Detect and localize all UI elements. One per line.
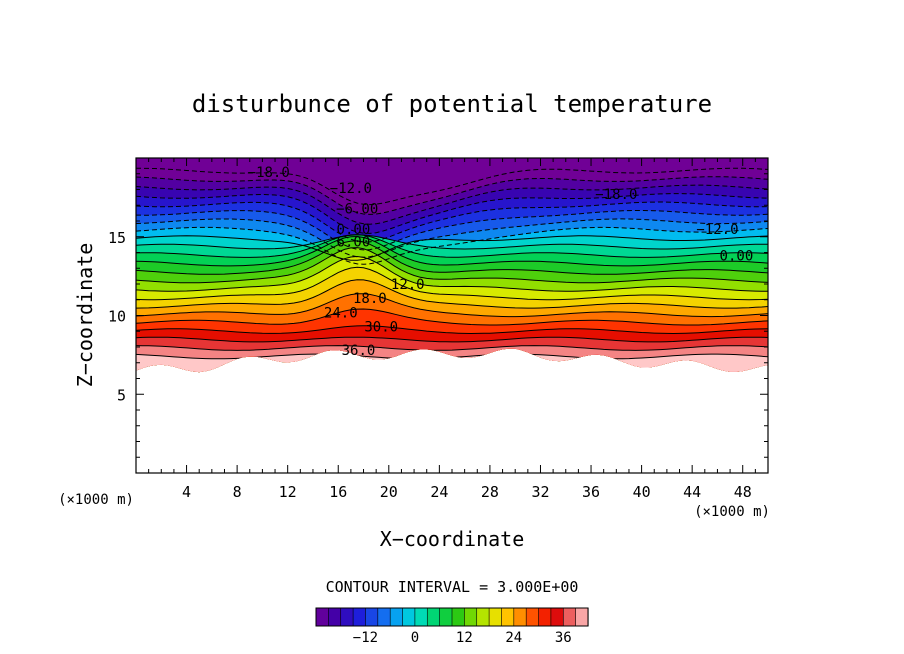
contour-label: 24.0: [324, 305, 358, 321]
color-band: [136, 354, 768, 373]
contour-label: 12.0: [391, 277, 425, 293]
contour-line: [136, 218, 768, 258]
contour-line: [136, 293, 768, 318]
x-tick-label: 48: [734, 483, 752, 501]
colorbar-cell: [340, 607, 354, 627]
x-tick-label: 8: [233, 483, 242, 501]
colorbar-cell: [389, 607, 404, 627]
x-axis-ticks: 4 8 12 16 20 24 28 32 36 40 44 48: [135, 158, 769, 501]
colorbar-cell: [538, 607, 552, 627]
contour-label: 30.0: [364, 320, 398, 336]
colorbar-cell: [377, 607, 391, 627]
contour-line: [136, 325, 768, 335]
colorbar-frame: [315, 607, 589, 627]
contour-line: [136, 266, 768, 301]
x-tick-label: 28: [481, 483, 499, 501]
color-band: [136, 345, 768, 373]
colorbar-cell: [550, 607, 564, 627]
contour-label: 18.0: [353, 291, 387, 307]
contour-line: [136, 255, 768, 292]
contour-label: 36.0: [342, 343, 376, 359]
colorbar: −12 0 12 24 36: [315, 607, 589, 646]
color-band: [136, 247, 768, 373]
contour-label: 0.00: [720, 249, 754, 265]
colorbar-cell: [525, 607, 540, 627]
contour-line: [136, 201, 768, 243]
x-axis-label: X−coordinate: [380, 527, 525, 551]
color-band: [136, 279, 768, 373]
potential-temperature-field: [136, 158, 768, 373]
contour-interval-text: CONTOUR INTERVAL = 3.000E+00: [326, 578, 579, 596]
contour-line: [136, 240, 768, 275]
contour-label: 6.00: [337, 234, 371, 250]
colorbar-tick-label: 12: [456, 630, 473, 646]
colorbar-cell: [501, 607, 515, 627]
contour-line: [136, 279, 768, 309]
contour-line: [136, 235, 768, 267]
colorbar-cell: [562, 607, 577, 627]
x-tick-label: 44: [683, 483, 701, 501]
colorbar-cell: [488, 607, 503, 627]
x-unit-left: (×1000 m): [58, 492, 134, 508]
colorbar-cell: [328, 607, 342, 627]
contour-line: [136, 167, 768, 206]
contour-line: [136, 308, 768, 326]
x-tick-label: 12: [279, 483, 297, 501]
x-tick-label: 40: [633, 483, 651, 501]
colorbar-tick-label: 36: [555, 630, 572, 646]
contour-line: [136, 193, 768, 234]
colorbar-tick-label: 24: [505, 630, 522, 646]
contour-line: [136, 226, 768, 265]
y-tick-label: 10: [108, 308, 126, 326]
x-tick-label: 16: [329, 483, 347, 501]
color-band: [136, 267, 768, 373]
contour-line: [136, 247, 768, 284]
contour-line: [136, 345, 768, 351]
contour-label: −12.0: [330, 181, 372, 197]
colorbar-cell: [464, 607, 478, 627]
colorbar-cell: [439, 607, 453, 627]
x-tick-label: 20: [380, 483, 398, 501]
contour-label: −18.0: [248, 165, 290, 181]
colorbar-tick-label: 0: [411, 630, 419, 646]
x-tick-label: 4: [182, 483, 191, 501]
contour-line: [136, 235, 768, 261]
x-tick-label: 36: [582, 483, 600, 501]
contour-line: [136, 176, 768, 215]
contour-labels: −18.0−12.0−6.000.006.00−18.0−12.00.0012.…: [248, 165, 754, 359]
contour-label: −18.0: [595, 187, 637, 203]
contour-line: [136, 234, 768, 258]
contour-lines: [136, 167, 768, 360]
colorbar-cell: [414, 607, 428, 627]
x-unit-right: (×1000 m): [694, 504, 770, 520]
colorbar-cell: [426, 607, 441, 627]
contour-label: 0.00: [337, 222, 371, 238]
contour-line: [136, 210, 768, 251]
x-tick-label: 24: [430, 483, 448, 501]
colorbar-tick-label: −12: [353, 630, 378, 646]
contour-line: [136, 184, 768, 225]
colorbar-cell: [402, 607, 416, 627]
colorbar-cell: [513, 607, 527, 627]
contour-label: −12.0: [696, 222, 738, 238]
color-band: [136, 256, 768, 373]
chart-title: disturbunce of potential temperature: [192, 90, 712, 118]
colorbar-cell: [315, 607, 329, 627]
colorbar-cell: [352, 607, 367, 627]
colorbar-cell: [365, 607, 379, 627]
contour-line: [136, 336, 768, 343]
y-axis-label: Z−coordinate: [73, 243, 97, 388]
contour-line: [136, 234, 768, 250]
colorbar-cell: [575, 607, 589, 627]
colorbar-cell: [451, 607, 465, 627]
y-tick-label: 15: [108, 229, 126, 247]
x-tick-label: 32: [531, 483, 549, 501]
colorbar-cell: [476, 607, 490, 627]
contour-label: −6.00: [336, 201, 378, 217]
y-tick-label: 5: [117, 386, 126, 404]
y-axis-ticks: 5 10 15: [108, 157, 768, 474]
